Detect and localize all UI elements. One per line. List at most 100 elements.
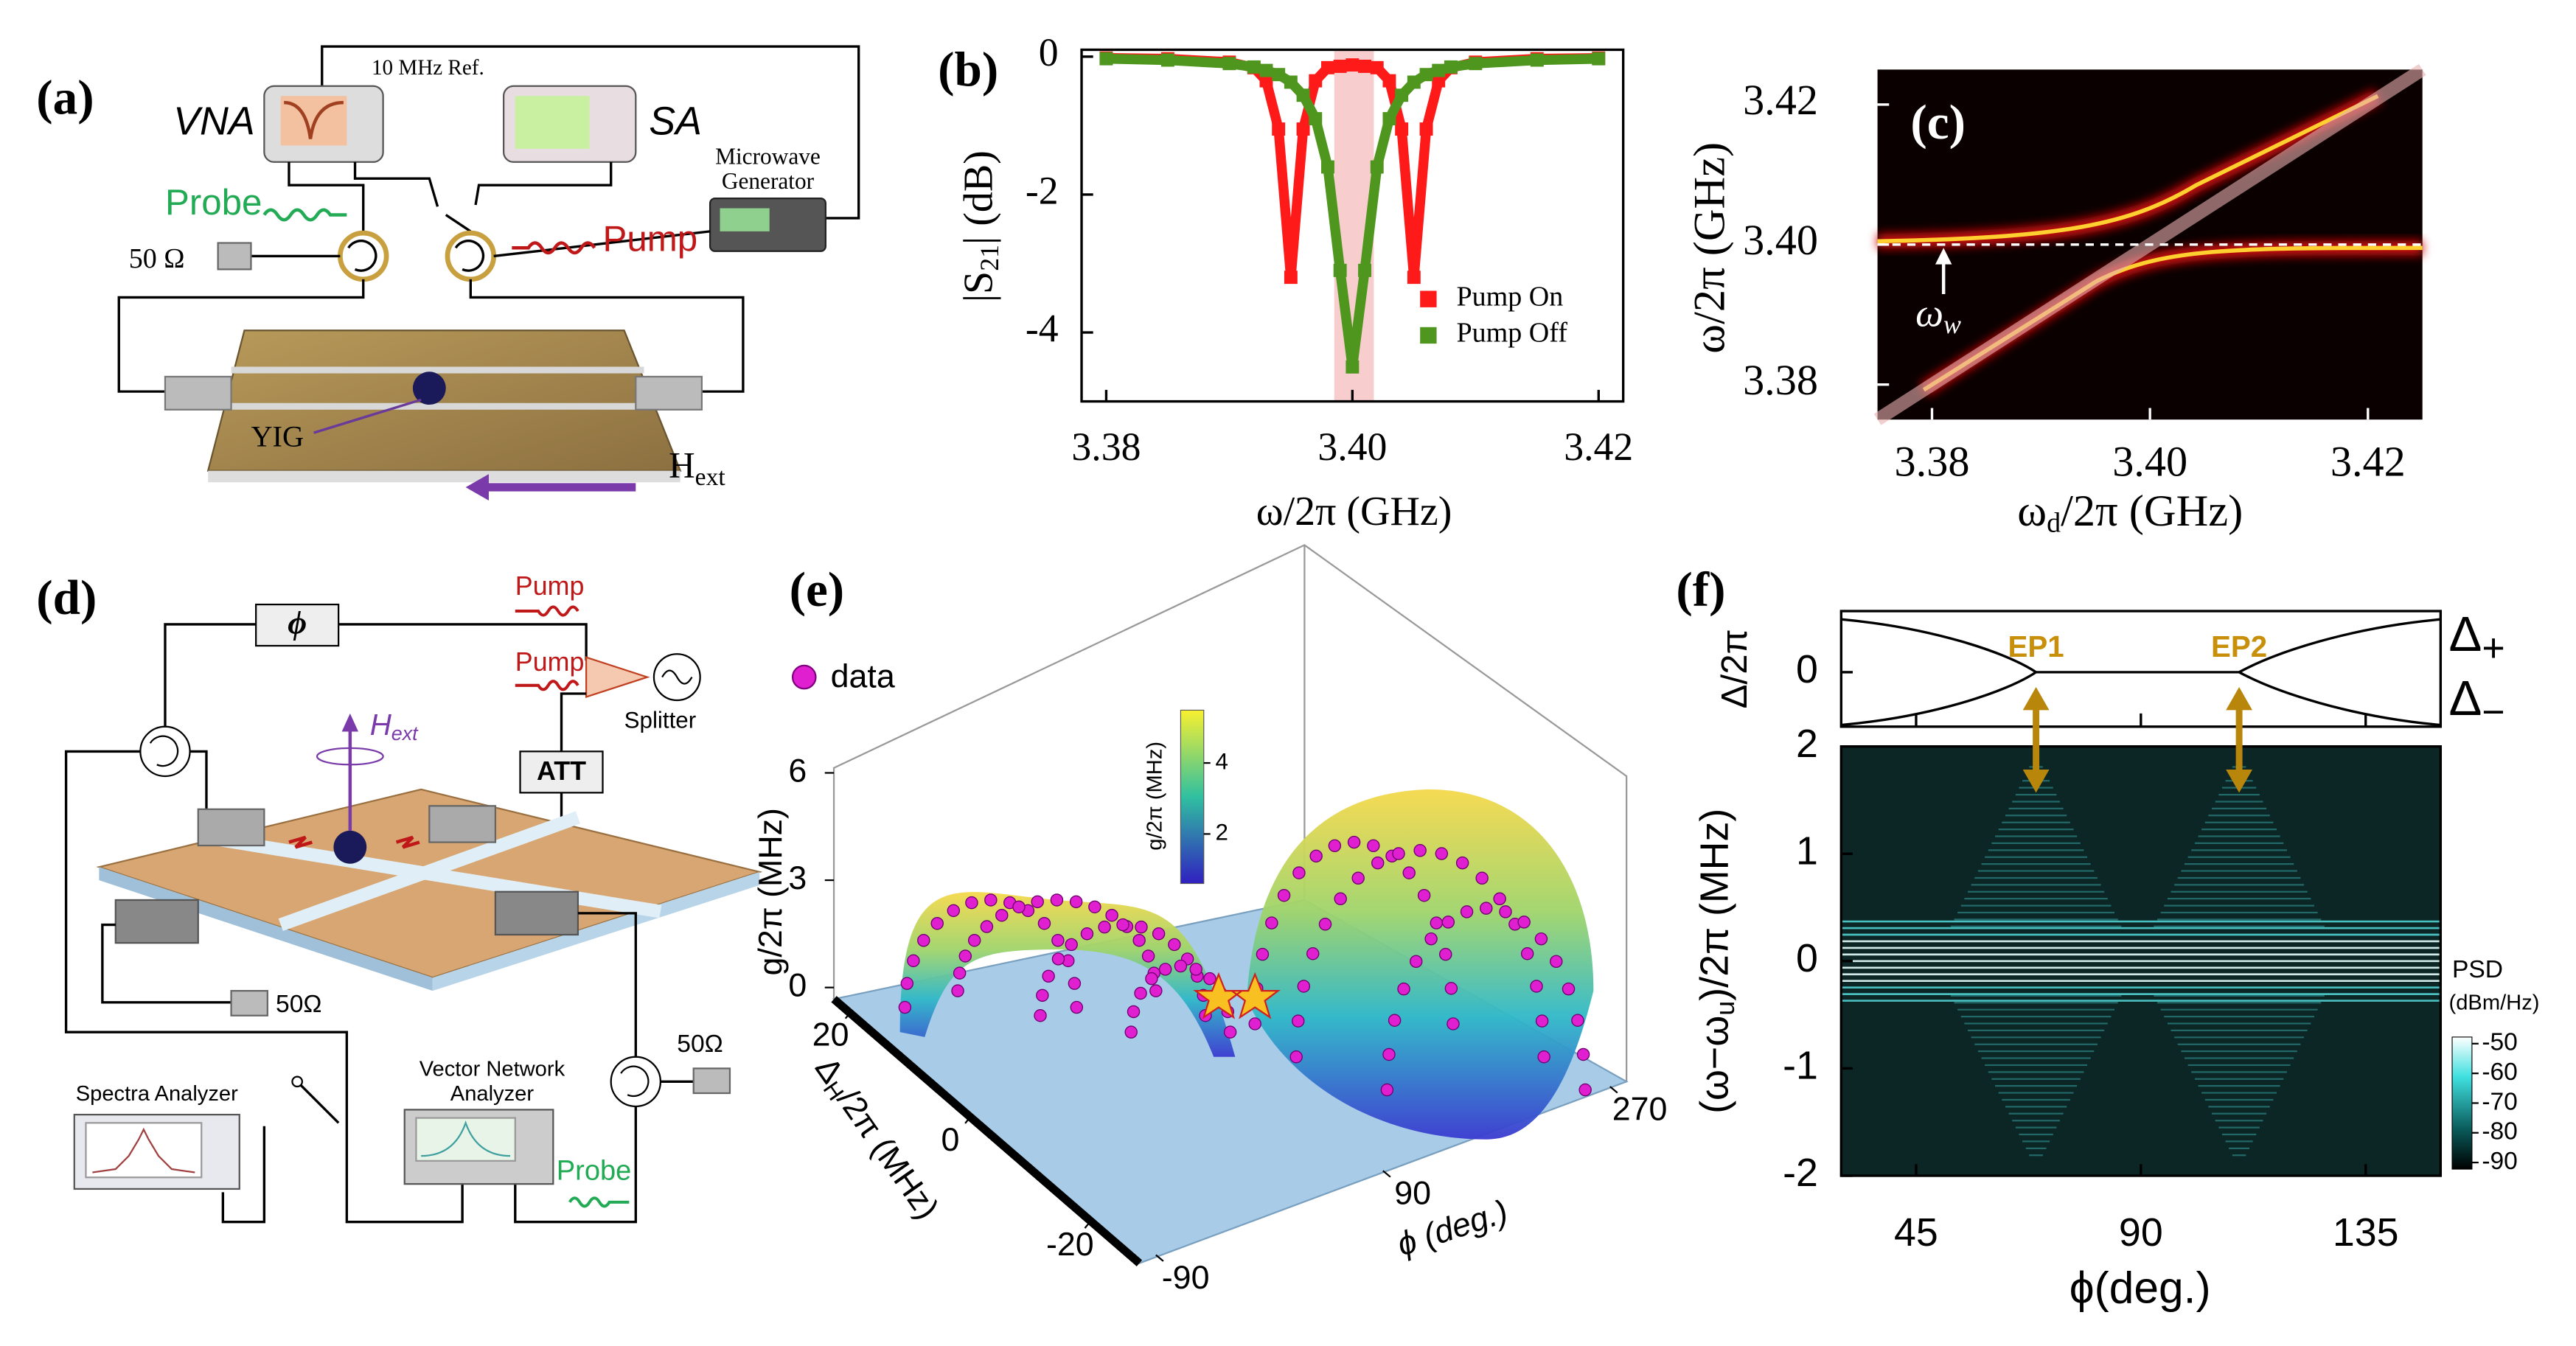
data-dot: [1065, 938, 1078, 952]
surface-dome: [899, 892, 1236, 1057]
circulator-arrow: [454, 240, 485, 272]
eigenvalue-branch: [2236, 618, 2441, 727]
data-dot: [1174, 959, 1188, 973]
yig-sphere: [412, 372, 446, 405]
data-dot: [1578, 1083, 1592, 1097]
data-dot: [1256, 947, 1270, 961]
sa-screen: [85, 1122, 203, 1179]
data-dot: [1550, 955, 1563, 969]
data-point: [1358, 59, 1372, 73]
axis-edge: [831, 996, 1143, 1266]
data-dot: [1135, 920, 1148, 934]
x-axis-label: ω/2π (GHz): [1256, 489, 1452, 534]
data-dot: [1576, 1047, 1590, 1061]
data-dot: [1292, 866, 1306, 879]
y-tick-label: 1: [1796, 829, 1818, 873]
data-dot: [1031, 895, 1044, 909]
data-point: [1259, 74, 1273, 88]
x-tick-label: 90: [2119, 1210, 2163, 1255]
data-dot: [1530, 980, 1543, 993]
panel-c: (c) ωw ωd/2π (GHz) ω/2π (GHz) 3.38 3.40 3.…: [1685, 63, 2426, 538]
x-tick-label: 135: [2333, 1210, 2399, 1255]
data-point: [1296, 88, 1310, 102]
pump-wave: [515, 605, 579, 617]
probe-wave: [262, 208, 347, 222]
switch: [445, 214, 472, 233]
load-label: 50 Ω: [129, 243, 185, 274]
heatmap-branches: [1873, 63, 2426, 425]
legend-marker: [1420, 327, 1437, 344]
board-edge: [432, 871, 760, 991]
data-dot: [1080, 927, 1094, 941]
probe-label: Probe: [165, 182, 262, 223]
wire: [560, 692, 587, 752]
data-point: [1284, 271, 1298, 285]
data-dot: [1402, 866, 1416, 879]
annotation-subscript: w: [1943, 310, 1961, 339]
x-label-part: /2π (GHz): [2061, 487, 2243, 536]
data-dot: [1116, 918, 1129, 932]
data-dot: [967, 933, 981, 947]
data-point: [1432, 63, 1446, 77]
data-dot: [1351, 871, 1365, 885]
data-point: [1222, 57, 1236, 71]
data-dot: [1367, 839, 1380, 853]
data-dot: [1328, 839, 1342, 853]
data-dot: [1309, 849, 1323, 863]
x-axis-label: ϕ(deg.): [2069, 1263, 2211, 1313]
data-dot: [1189, 963, 1202, 976]
data-dot: [1306, 947, 1320, 960]
z-axis-label: g/2π (MHz): [752, 808, 789, 975]
y-tick-label: 0: [1796, 936, 1818, 980]
vna-label: Analyzer: [450, 1082, 535, 1106]
data-point: [1419, 68, 1433, 82]
y-label-subscript: u: [1710, 1001, 1740, 1016]
data-dot: [1439, 947, 1452, 961]
top-y-tick-label: 0: [1796, 647, 1818, 691]
colorbar-tick-label: 2: [1215, 820, 1228, 845]
wire: [221, 1126, 266, 1224]
data-dot: [1493, 892, 1506, 906]
data-dot: [1289, 1050, 1303, 1064]
data-point: [1444, 60, 1458, 74]
axis-tick: [1609, 1086, 1618, 1094]
data-dot: [1124, 1025, 1138, 1039]
axis-tick-label: -90: [1162, 1259, 1210, 1296]
data-point: [1272, 122, 1286, 136]
phase-label: ϕ: [288, 604, 307, 641]
data-dot: [1534, 932, 1548, 946]
wire: [338, 623, 588, 661]
data-dot: [1127, 1005, 1141, 1019]
data-dot: [1132, 933, 1146, 947]
connector: [114, 899, 199, 944]
wire: [64, 750, 464, 1224]
data-dot: [947, 904, 961, 918]
y-label-part: | (dB): [955, 150, 1001, 245]
x-tick-label: 3.42: [1564, 425, 1633, 469]
panel-label: (c): [1910, 94, 1966, 150]
y-label-part: |S: [955, 271, 1001, 302]
data-dot: [1424, 932, 1438, 946]
circulator: [139, 725, 191, 778]
y-label-part: )/2π (MHz): [1693, 809, 1737, 1001]
field-symbol: H: [370, 708, 392, 741]
pump-wave: [512, 241, 596, 255]
field-arrowhead: [465, 474, 489, 501]
connector: [635, 375, 703, 411]
x-tick-label: 3.38: [1895, 437, 1970, 485]
connector: [428, 805, 497, 843]
panel-d: (d) ϕ Pump Pump Splitter ATT Hext 50Ω 50…: [36, 570, 763, 1224]
connector: [164, 375, 232, 411]
ep-arrows: [2022, 687, 2253, 793]
pump-wave: [515, 680, 579, 691]
y-label-subscript: 21: [975, 245, 1004, 271]
axis-tick-label: 270: [1612, 1090, 1668, 1127]
connector: [494, 890, 579, 936]
circulator-arrow: [149, 735, 179, 767]
data-point: [1370, 60, 1384, 74]
source-symbol: [661, 669, 693, 685]
data-dot: [1535, 1014, 1549, 1028]
y-tick-label: 3.42: [1743, 76, 1818, 124]
data-dot: [1392, 847, 1405, 860]
